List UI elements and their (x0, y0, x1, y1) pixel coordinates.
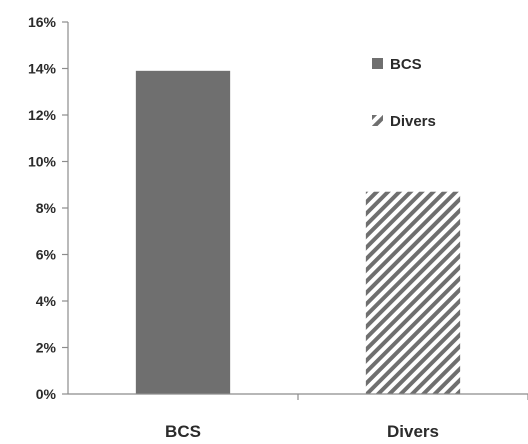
y-tick-label: 10% (28, 154, 57, 170)
y-tick-label: 12% (28, 107, 57, 123)
legend-label: BCS (390, 56, 422, 73)
bar-bcs (135, 70, 231, 394)
y-axis: 0% 2% 4% 6% 8% 10% 12% 14% 16% (28, 14, 69, 402)
legend-label: Divers (390, 113, 436, 130)
y-tick-label: 2% (36, 340, 57, 356)
y-tick-label: 16% (28, 14, 57, 30)
bar-divers (365, 191, 461, 394)
x-axis: BCS Divers (68, 393, 528, 441)
x-tick-label: Divers (387, 422, 439, 441)
y-tick-label: 4% (36, 293, 57, 309)
y-tick-label: 0% (36, 386, 57, 402)
x-tick-label: BCS (165, 422, 201, 441)
bars (135, 70, 461, 394)
y-tick-label: 14% (28, 61, 57, 77)
y-tick-label: 6% (36, 247, 57, 263)
legend-swatch-bcs (372, 58, 383, 69)
legend-swatch-divers (372, 115, 383, 126)
y-tick-label: 8% (36, 200, 57, 216)
legend: BCS Divers (372, 56, 436, 130)
